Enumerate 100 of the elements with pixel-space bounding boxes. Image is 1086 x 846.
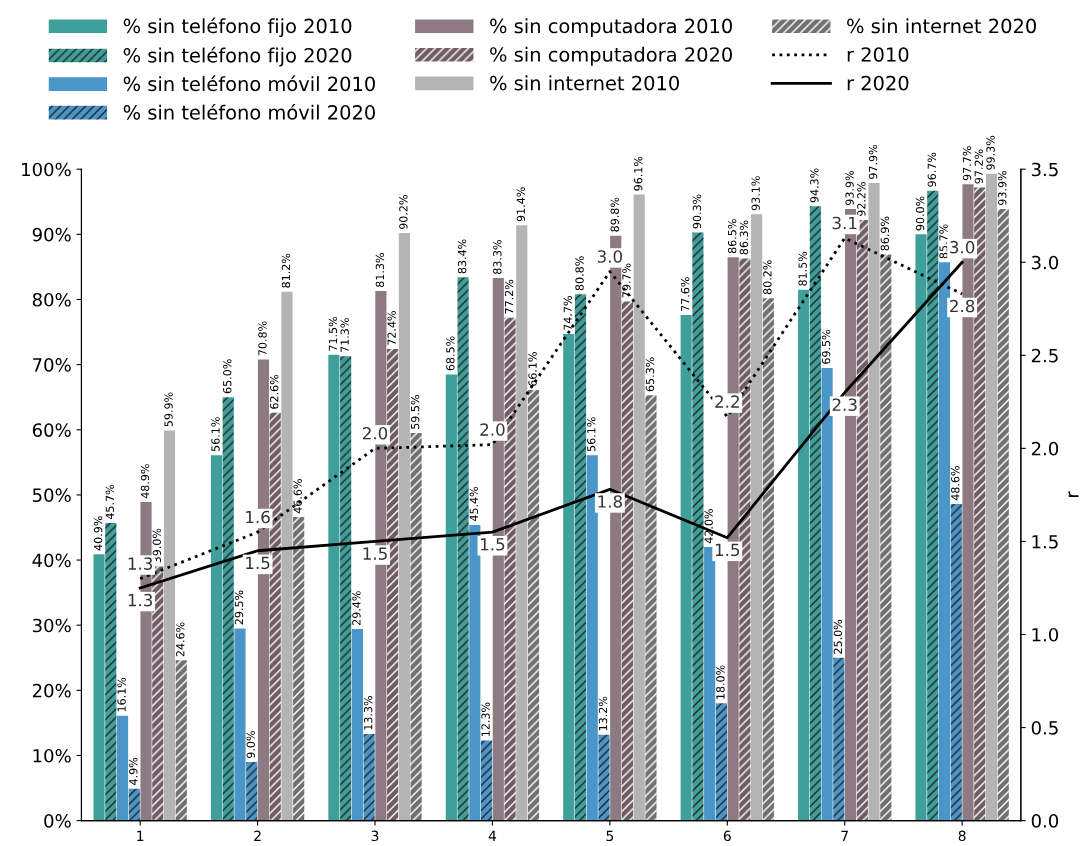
bar — [445, 374, 457, 821]
data-label: 96.1% — [634, 156, 643, 191]
data-label: 2.8 — [950, 299, 975, 313]
bar — [833, 657, 845, 821]
data-label: 83.4% — [457, 239, 467, 274]
bar — [281, 291, 293, 821]
bar — [586, 455, 598, 821]
x-tick-label: 7 — [841, 830, 848, 841]
bar — [128, 788, 140, 821]
data-label: 3.0 — [950, 240, 975, 254]
data-label: 71.3% — [340, 318, 349, 352]
data-label: 62.6% — [270, 374, 279, 409]
data-label: 80.8% — [575, 256, 584, 291]
x-tick-label: 5 — [606, 830, 614, 842]
data-label: 92.2% — [857, 182, 866, 217]
data-label: 59.9% — [164, 392, 173, 427]
data-label: 24.6% — [176, 622, 185, 657]
data-label: 69.5% — [821, 329, 831, 364]
data-label: 85.7% — [939, 224, 948, 259]
legend-label: % sin teléfono fijo 2020 — [123, 46, 352, 67]
bar — [751, 214, 763, 821]
data-label: 1.5 — [715, 543, 740, 557]
data-label: 1.3 — [128, 557, 153, 570]
x-tick-label: 3 — [371, 830, 379, 842]
y2-tick-label: 0.5 — [1031, 721, 1058, 735]
data-label: 83.3% — [493, 240, 502, 274]
data-label: 68.5% — [446, 336, 455, 371]
data-label: 1.6 — [246, 510, 270, 524]
data-label: 40.9% — [93, 516, 103, 551]
data-label: 42.0% — [704, 509, 713, 544]
data-label: 90.3% — [692, 194, 702, 229]
bar — [410, 433, 422, 821]
bar — [563, 334, 575, 821]
y-tick-label: 40% — [32, 553, 71, 568]
bar — [246, 761, 258, 821]
bar — [598, 734, 610, 821]
bar — [798, 289, 810, 821]
data-label: 1.5 — [481, 538, 505, 551]
data-label: 99.3% — [986, 135, 995, 170]
data-label: 2.3 — [832, 398, 857, 411]
data-label: 46.6% — [293, 479, 302, 514]
y-tick-label: 60% — [32, 423, 71, 437]
data-label: 97.7% — [962, 146, 972, 181]
y2-tick-label: 3.5 — [1031, 162, 1058, 177]
data-label: 2.2 — [715, 395, 739, 408]
bar — [938, 262, 951, 821]
bar — [915, 234, 927, 821]
bar — [469, 524, 481, 821]
bar — [163, 430, 176, 821]
bar — [739, 258, 751, 821]
bar — [293, 517, 305, 821]
bar — [351, 629, 363, 821]
data-label: 93.9% — [845, 171, 854, 205]
legend-label: r 2020 — [847, 75, 909, 91]
data-label: 93.9% — [998, 171, 1007, 205]
bar — [821, 367, 833, 821]
y2-tick-label: 2.0 — [1031, 441, 1059, 456]
data-label: 86.3% — [739, 220, 749, 255]
bar — [516, 225, 528, 821]
bar — [645, 395, 657, 821]
bar — [387, 348, 399, 821]
y-tick-label: 0% — [44, 814, 71, 828]
bar — [927, 190, 939, 821]
bar — [457, 277, 469, 821]
data-label: 77.2% — [504, 279, 514, 314]
data-label: 72.4% — [387, 311, 396, 345]
data-label: 81.5% — [798, 251, 807, 286]
data-label: 80.2% — [763, 260, 772, 295]
bar — [809, 206, 821, 821]
bar — [762, 298, 774, 821]
data-label: 45.4% — [469, 486, 479, 522]
y-tick-label: 10% — [33, 748, 71, 763]
bar — [574, 294, 587, 821]
data-label: 9.0% — [246, 731, 255, 759]
data-label: 13.2% — [598, 696, 608, 731]
data-label: 48.6% — [951, 466, 960, 501]
data-label: 65.0% — [223, 359, 232, 394]
data-label: 3.1 — [832, 216, 857, 230]
data-label: 86.9% — [880, 216, 890, 251]
data-label: 96.7% — [927, 152, 936, 187]
x-tick-label: 4 — [488, 830, 497, 841]
bar — [692, 232, 704, 821]
legend-label: % sin teléfono fijo 2010 — [123, 17, 352, 38]
data-label: 66.1% — [528, 352, 537, 386]
bar — [997, 208, 1009, 821]
legend-label: % sin teléfono móvil 2010 — [123, 75, 375, 92]
data-label: 97.2% — [974, 149, 983, 184]
data-label: 2.0 — [480, 423, 505, 436]
x-tick-label: 8 — [958, 830, 966, 842]
data-label: 90.0% — [915, 196, 925, 231]
data-label: 1.3 — [128, 593, 153, 607]
data-label: 90.2% — [399, 195, 408, 230]
bar — [234, 628, 246, 821]
data-label: 29.4% — [352, 591, 361, 626]
data-label: 1.5 — [363, 547, 387, 560]
data-label: 65.3% — [645, 357, 655, 392]
bar — [328, 354, 340, 821]
bar — [856, 220, 868, 821]
data-label: 77.6% — [681, 277, 690, 311]
data-label: 74.7% — [563, 296, 572, 330]
